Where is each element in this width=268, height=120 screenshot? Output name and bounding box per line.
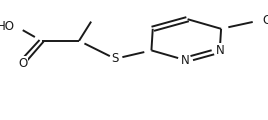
Text: HO: HO — [0, 20, 15, 33]
Text: N: N — [181, 54, 189, 66]
Text: Cl: Cl — [263, 14, 268, 27]
Text: O: O — [18, 57, 27, 70]
Text: S: S — [111, 52, 119, 65]
Text: N: N — [215, 44, 224, 57]
